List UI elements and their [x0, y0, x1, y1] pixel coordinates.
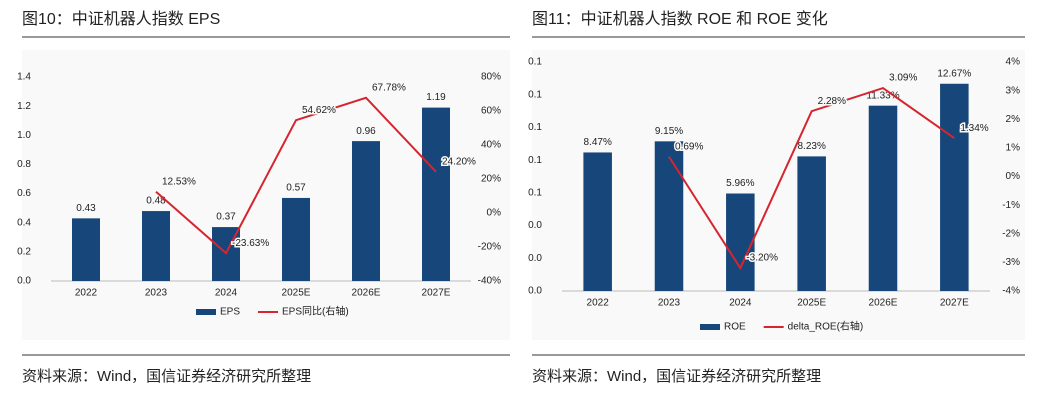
- bar-value-label: 8.47%: [583, 137, 611, 148]
- bar: [142, 211, 170, 281]
- y-tick-label: 0.0: [17, 276, 31, 287]
- y2-tick-label: 2%: [1006, 114, 1021, 125]
- line-value-label: -23.63%: [232, 238, 269, 249]
- bar-value-label: 0.37: [216, 212, 236, 223]
- legend-label: EPS: [220, 307, 240, 318]
- y-tick-label: 0.1: [528, 122, 542, 133]
- line-value-label: -3.20%: [746, 253, 778, 264]
- bar-value-label: 0.57: [286, 183, 306, 194]
- bar-value-label: 1.19: [426, 92, 446, 103]
- y2-tick-label: 20%: [481, 174, 501, 185]
- legend-label: EPS同比(右轴): [282, 305, 349, 318]
- y2-tick-label: 4%: [1006, 57, 1021, 68]
- y2-tick-label: -3%: [1002, 257, 1020, 268]
- bar-value-label: 0.43: [76, 203, 96, 214]
- legend-swatch: [700, 324, 720, 330]
- x-tick-label: 2026E: [352, 288, 381, 299]
- y2-tick-label: 40%: [481, 140, 501, 151]
- bar: [797, 156, 826, 291]
- line-value-label: 24.20%: [442, 157, 476, 168]
- y-tick-label: 1.4: [17, 72, 31, 83]
- line-value-label: 67.78%: [372, 82, 406, 93]
- bar-value-label: 12.67%: [937, 68, 971, 79]
- line: [155, 96, 437, 255]
- x-tick-label: 2024: [729, 298, 752, 309]
- line-value-label: 0.69%: [675, 141, 703, 152]
- x-tick-label: 2022: [75, 288, 98, 299]
- bar: [282, 197, 310, 281]
- bar-value-label: 0.48: [146, 196, 166, 207]
- y-tick-label: 0.0: [528, 253, 542, 264]
- y2-tick-label: 0%: [487, 208, 502, 219]
- line-value-label: 3.09%: [889, 73, 917, 84]
- x-tick-label: 2025E: [282, 288, 311, 299]
- x-tick-label: 2025E: [797, 298, 826, 309]
- y-tick-label: 1.0: [17, 130, 31, 141]
- bar: [726, 193, 755, 291]
- y2-tick-label: -1%: [1002, 200, 1020, 211]
- x-tick-label: 2027E: [940, 298, 969, 309]
- line-value-label: 54.62%: [302, 105, 336, 116]
- y2-tick-label: 60%: [481, 106, 501, 117]
- line-value-label: 1.34%: [960, 123, 988, 134]
- y2-tick-label: 80%: [481, 72, 501, 83]
- y-tick-label: 0.1: [528, 155, 542, 166]
- bar-value-label: 9.15%: [655, 126, 683, 137]
- y-tick-label: 0.1: [528, 89, 542, 100]
- bar: [72, 218, 100, 281]
- x-tick-label: 2022: [587, 298, 610, 309]
- y2-tick-label: -20%: [478, 242, 501, 253]
- line: [668, 86, 955, 271]
- bar: [352, 141, 380, 281]
- bar: [583, 152, 612, 291]
- chart-title: 图11：中证机器人指数 ROE 和 ROE 变化: [532, 10, 828, 28]
- y-tick-label: 0.0: [528, 286, 542, 297]
- y2-tick-label: -4%: [1002, 286, 1020, 297]
- y2-tick-label: -40%: [478, 276, 501, 287]
- y-tick-label: 0.2: [17, 246, 31, 257]
- legend-label: delta_ROE(右轴): [788, 320, 864, 333]
- chart-title: 图10：中证机器人指数 EPS: [22, 10, 220, 28]
- bar-value-label: 0.96: [356, 126, 376, 137]
- y2-tick-label: 0%: [1006, 171, 1021, 182]
- y-tick-label: 0.6: [17, 188, 31, 199]
- x-tick-label: 2024: [215, 288, 238, 299]
- bar: [422, 107, 450, 281]
- y2-tick-label: 3%: [1006, 85, 1021, 96]
- legend-label: ROE: [724, 322, 746, 333]
- bar-value-label: 11.33%: [866, 90, 899, 101]
- y-tick-label: 0.0: [528, 220, 542, 231]
- y2-tick-label: 1%: [1006, 143, 1021, 154]
- x-tick-label: 2023: [145, 288, 168, 299]
- source-note: 资料来源：Wind，国信证券经济研究所整理: [22, 368, 311, 385]
- y-tick-label: 1.2: [17, 101, 31, 112]
- line-value-label: 2.28%: [818, 96, 846, 107]
- x-tick-label: 2027E: [422, 288, 451, 299]
- legend-swatch: [196, 309, 216, 315]
- y-tick-label: 0.1: [528, 187, 542, 198]
- y2-tick-label: -2%: [1002, 228, 1020, 239]
- y-tick-label: 0.1: [528, 57, 542, 68]
- y-tick-label: 0.8: [17, 159, 31, 170]
- bar: [940, 83, 969, 291]
- source-note: 资料来源：Wind，国信证券经济研究所整理: [532, 368, 821, 385]
- line-value-label: 12.53%: [162, 176, 196, 187]
- x-tick-label: 2023: [658, 298, 681, 309]
- x-tick-label: 2026E: [869, 298, 898, 309]
- bar-value-label: 5.96%: [726, 178, 754, 189]
- y-tick-label: 0.4: [17, 217, 31, 228]
- bar-value-label: 8.23%: [797, 141, 825, 152]
- bar: [868, 105, 898, 291]
- bar: [654, 141, 684, 291]
